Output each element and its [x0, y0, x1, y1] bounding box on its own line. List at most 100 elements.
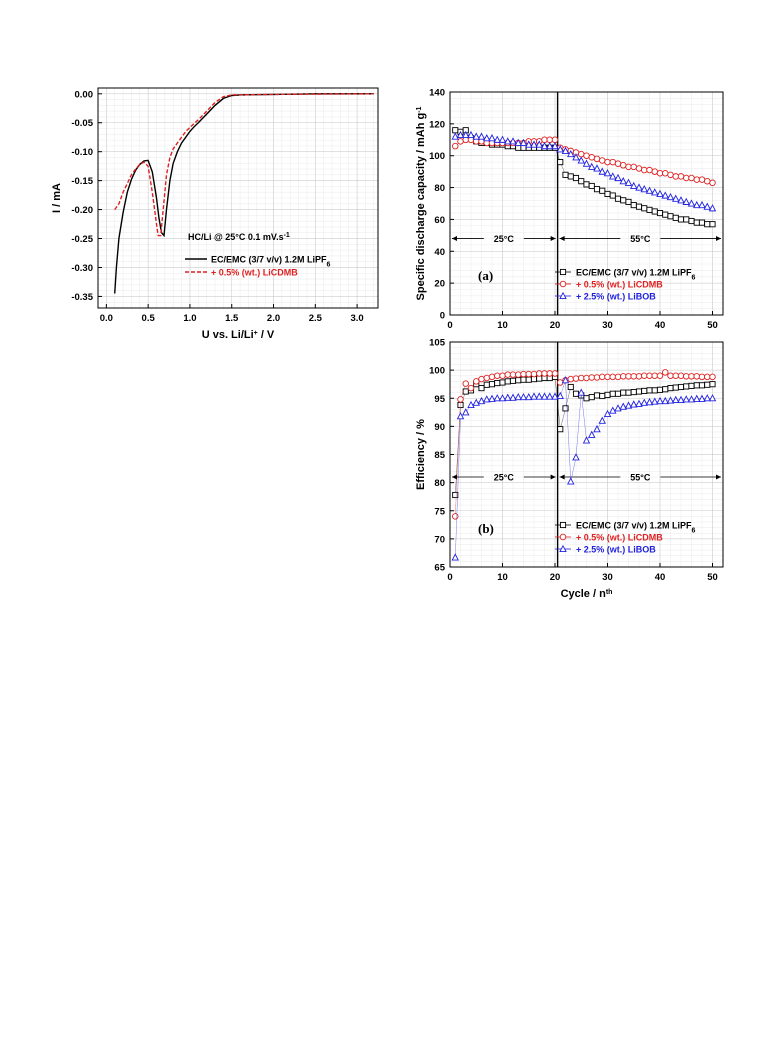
data-point	[624, 401, 633, 409]
data-point	[483, 395, 491, 403]
data-point	[614, 160, 622, 167]
data-point	[682, 395, 690, 403]
data-point	[546, 370, 554, 377]
data-point	[656, 396, 664, 405]
data-point	[577, 156, 585, 164]
y-tick-label: 65	[434, 563, 445, 574]
data-point	[509, 137, 517, 145]
data-point	[498, 394, 507, 402]
data-point	[677, 216, 685, 223]
data-point	[703, 202, 711, 210]
data-point	[593, 155, 601, 163]
data-point	[677, 383, 685, 391]
data-point	[651, 188, 659, 196]
data-point	[651, 208, 658, 215]
data-point	[604, 391, 611, 398]
data-point	[583, 181, 590, 188]
data-point	[709, 373, 716, 381]
data-point	[619, 402, 627, 410]
data-point	[488, 134, 496, 142]
data-point	[515, 371, 522, 378]
data-point	[693, 176, 701, 183]
data-point	[604, 158, 611, 166]
data-point	[457, 396, 464, 403]
series-1	[114, 93, 374, 294]
data-point	[704, 373, 711, 381]
data-point	[509, 377, 517, 384]
data-point	[572, 375, 580, 382]
data-point	[709, 179, 716, 187]
data-point	[640, 398, 648, 406]
data-point	[536, 370, 543, 377]
data-point	[677, 372, 685, 380]
data-point	[688, 174, 695, 182]
data-point	[630, 202, 637, 209]
data-point	[646, 387, 653, 394]
data-point	[452, 127, 459, 134]
x-tick-label: 1.0	[183, 313, 196, 324]
data-point	[620, 373, 627, 380]
x-tick-label: 10	[497, 320, 508, 331]
legend-marker	[559, 291, 567, 300]
data-point	[593, 392, 601, 399]
data-point	[687, 199, 696, 207]
data-point	[662, 211, 669, 218]
data-point	[493, 135, 501, 143]
data-point	[609, 406, 617, 414]
data-point	[593, 164, 601, 172]
data-point	[667, 213, 674, 220]
data-point	[641, 372, 648, 380]
data-point	[504, 371, 512, 378]
data-point	[624, 178, 633, 186]
data-point	[467, 384, 475, 392]
data-point	[672, 395, 680, 403]
data-point	[646, 372, 653, 380]
data-point	[556, 145, 564, 153]
y-tick-label: 80	[434, 478, 445, 489]
legend-marker	[559, 521, 567, 529]
data-point	[666, 192, 675, 201]
series-line	[114, 93, 374, 237]
data-point	[583, 374, 590, 382]
data-point	[572, 453, 580, 461]
series-3	[451, 130, 717, 212]
data-point	[546, 136, 554, 144]
data-point	[483, 134, 491, 142]
data-point	[683, 373, 690, 380]
data-point	[693, 373, 701, 380]
data-point	[504, 393, 512, 401]
data-point	[645, 186, 654, 194]
legend-marker	[559, 280, 567, 288]
data-point	[483, 374, 491, 382]
region-arrow-head	[559, 474, 565, 480]
data-point	[662, 386, 669, 393]
y-tick-label: 90	[434, 422, 445, 433]
data-point	[662, 369, 669, 376]
data-point	[582, 436, 591, 444]
data-point	[661, 191, 669, 199]
data-point	[562, 405, 569, 412]
data-point	[572, 153, 580, 161]
data-point	[451, 553, 459, 561]
data-point	[651, 397, 659, 405]
x-axis-label: U vs. Li/Li+ / V	[202, 329, 275, 341]
data-point	[504, 137, 512, 145]
data-point	[456, 412, 465, 420]
data-point	[577, 388, 585, 396]
data-point	[525, 376, 532, 383]
data-point	[672, 214, 679, 221]
data-point	[625, 163, 632, 171]
y-tick-label: 100	[429, 366, 445, 377]
y-tick-label: 105	[429, 338, 446, 349]
y-tick-label: 80	[434, 183, 445, 194]
data-point	[557, 426, 564, 433]
data-point	[578, 374, 585, 382]
data-point	[562, 171, 569, 178]
data-point	[667, 171, 674, 179]
data-point	[620, 389, 627, 396]
data-point	[520, 370, 527, 378]
data-point	[620, 162, 627, 169]
data-point	[646, 206, 653, 213]
data-point	[509, 393, 517, 401]
